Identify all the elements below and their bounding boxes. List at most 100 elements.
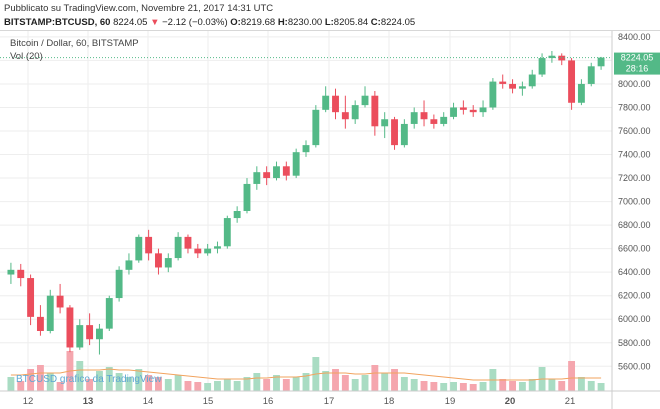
candle-body xyxy=(459,107,467,110)
candle-body xyxy=(292,152,300,176)
candle-body xyxy=(577,83,585,103)
candle-body xyxy=(36,316,44,331)
time-axis[interactable]: 12 13 14 15 16 17 18 19 20 21 xyxy=(23,396,576,407)
volume-bar xyxy=(125,377,133,391)
volume-bar xyxy=(253,373,261,391)
volume-bar xyxy=(145,375,153,391)
price-tick-label: 6800.00 xyxy=(618,220,651,230)
time-tick-label: 18 xyxy=(384,396,395,407)
volume-bar xyxy=(548,379,556,391)
volume-bar xyxy=(292,377,300,391)
time-tick-label: 14 xyxy=(143,396,154,407)
candle-body xyxy=(184,236,192,249)
volume-bar xyxy=(273,375,280,391)
candle-body xyxy=(27,278,35,317)
low-label: L: xyxy=(324,17,334,28)
time-tick-label: 16 xyxy=(263,396,274,407)
candle-body xyxy=(489,81,497,108)
volume-bar xyxy=(440,383,448,391)
candle-body xyxy=(145,236,153,254)
candle-body xyxy=(400,123,408,146)
price-tick-label: 7400.00 xyxy=(618,150,651,160)
time-tick-label: 21 xyxy=(565,396,576,407)
last-price-badge-price: 8224.05 xyxy=(621,53,654,63)
candle-body xyxy=(7,269,15,275)
watermark-text: BTCUSD grafico da TradingView xyxy=(16,374,162,385)
candle-body xyxy=(332,95,339,113)
time-tick-label: 12 xyxy=(23,396,34,407)
volume-bar xyxy=(400,377,408,391)
volume-bar xyxy=(214,381,221,391)
symbol-ohlc-line: BITSTAMP:BTCUSD, 60 8224.05 ▼ −2.12 (−0.… xyxy=(4,17,415,28)
volume-bar xyxy=(46,373,54,391)
volume-bar xyxy=(204,383,212,391)
volume-bar xyxy=(361,375,369,391)
volume-bar xyxy=(135,369,143,391)
candle-body xyxy=(273,166,280,179)
candle-body xyxy=(86,325,94,340)
candle-body xyxy=(509,83,516,89)
price-change: −2.12 (−0.03%) xyxy=(162,17,228,28)
candlesticks xyxy=(7,51,605,355)
candle-body xyxy=(381,119,389,127)
candle-body xyxy=(204,248,212,254)
high-label: H: xyxy=(277,17,288,28)
candle-body xyxy=(430,119,438,124)
price-tick-label: 7200.00 xyxy=(618,173,651,183)
candle-body xyxy=(538,58,546,75)
volume-bar xyxy=(558,381,566,391)
volume-bar xyxy=(509,381,516,391)
candle-body xyxy=(282,166,290,176)
candle-body xyxy=(263,172,271,179)
volume-bar xyxy=(351,379,359,391)
candle-body xyxy=(587,66,595,84)
candle-body xyxy=(164,258,172,268)
published-info: Pubblicato su TradingView.com, Novembre … xyxy=(4,3,274,14)
candle-body xyxy=(243,183,251,211)
candle-body xyxy=(450,107,457,117)
volume-bar xyxy=(233,381,241,391)
volume-bar xyxy=(76,361,84,391)
open-value: 8219.68 xyxy=(240,17,276,28)
candle-body xyxy=(351,105,359,120)
candle-body xyxy=(253,172,261,184)
candle-body xyxy=(46,295,54,331)
volume-bar xyxy=(420,381,428,391)
price-chart[interactable]: 8400.008200.008000.007800.007600.007400.… xyxy=(0,31,660,409)
close-value: 8224.05 xyxy=(380,17,416,28)
candle-body xyxy=(312,109,320,146)
volume-bar xyxy=(450,382,457,391)
price-tick-label: 7000.00 xyxy=(618,197,651,207)
candle-body xyxy=(66,307,74,348)
candle-body xyxy=(194,248,202,254)
volume-bar xyxy=(36,365,44,391)
time-tick-label: 19 xyxy=(445,396,456,407)
volume-bar xyxy=(56,382,64,391)
price-tick-label: 5800.00 xyxy=(618,338,651,348)
change-arrow-icon: ▼ xyxy=(150,17,160,28)
candle-body xyxy=(518,86,526,89)
candle-body xyxy=(391,119,398,146)
volume-bar xyxy=(410,379,418,391)
volume-bar xyxy=(223,379,231,391)
candle-body xyxy=(322,95,330,110)
candle-body xyxy=(155,253,162,268)
candle-body xyxy=(479,107,487,113)
series-legend-title: Bitcoin / Dollar, 60, BITSTAMP xyxy=(10,38,139,49)
chart-area[interactable]: 8400.008200.008000.007800.007600.007400.… xyxy=(0,31,660,409)
high-value: 8230.00 xyxy=(287,17,323,28)
volume-bar xyxy=(302,373,310,391)
candle-body xyxy=(56,295,64,308)
volume-bar xyxy=(568,361,576,391)
price-tick-label: 6200.00 xyxy=(618,291,651,301)
candle-body xyxy=(597,57,605,67)
candle-body xyxy=(135,236,143,261)
candle-body xyxy=(410,112,418,124)
price-tick-label: 8400.00 xyxy=(618,32,651,42)
price-axis[interactable]: 8400.008200.008000.007800.007600.007400.… xyxy=(618,32,651,371)
candle-body xyxy=(371,95,379,127)
volume-bar xyxy=(499,379,507,391)
volume-bar xyxy=(528,379,536,391)
close-label: C: xyxy=(370,17,381,28)
volume-bar xyxy=(194,382,202,391)
